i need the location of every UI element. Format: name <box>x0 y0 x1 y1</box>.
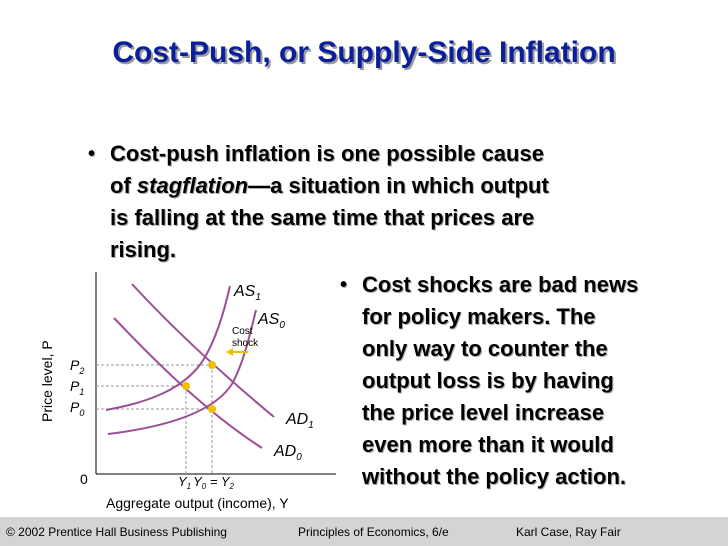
as1-curve <box>105 285 231 411</box>
bullet2-line: for policy makers. The <box>362 304 596 329</box>
p1-label: P1 <box>70 378 84 397</box>
bullet2-line: Cost shocks are bad news <box>362 272 639 297</box>
ad1-curve <box>131 283 275 418</box>
bullet1-line3: is falling at the same time that prices … <box>110 205 535 230</box>
equilibrium-point-p0 <box>208 405 216 413</box>
x-axis-label: Aggregate output (income), Y <box>106 495 289 511</box>
stagflation-term: stagflation <box>136 173 249 198</box>
equilibrium-point-p2 <box>208 361 216 369</box>
cost-shock-arrow <box>226 348 248 356</box>
as0-curve <box>107 309 257 435</box>
as1-label: AS1 <box>233 283 261 303</box>
slide-title: Cost-Push, or Supply-Side Inflation <box>112 36 616 69</box>
bullet2-line: the price level increase <box>362 400 605 425</box>
y-values-label: Y1 Y0 = Y2 <box>178 474 235 491</box>
bullet1-line1: Cost-push inflation is one possible caus… <box>110 141 544 166</box>
equilibrium-point-p1 <box>182 382 190 390</box>
bullet1-line4: rising. <box>110 237 177 262</box>
as-ad-diagram: Price level, P Cost shock AS1 AS0 AD1 AD… <box>39 272 336 511</box>
guide-lines <box>96 364 213 474</box>
bullet-dot: • <box>88 143 96 165</box>
bullet2-line: even more than it would <box>362 432 614 457</box>
footer-bar: © 2002 Prentice Hall Business Publishing… <box>0 517 728 546</box>
origin-label: 0 <box>80 471 88 487</box>
cost-shock-label: Cost <box>232 326 253 337</box>
ad1-label: AD1 <box>285 411 314 431</box>
footer-authors: Karl Case, Ray Fair <box>516 525 621 539</box>
footer-copyright: © 2002 Prentice Hall Business Publishing <box>6 525 227 539</box>
p2-label: P2 <box>70 357 84 376</box>
bullet-dot: • <box>340 274 348 296</box>
cost-shock-label: shock <box>232 338 259 349</box>
as0-label: AS0 <box>257 311 285 331</box>
y-axis-label: Price level, P <box>39 340 55 422</box>
p0-label: P0 <box>70 399 84 418</box>
bullet2-line: only way to counter the <box>362 336 608 361</box>
bullet2-line: without the policy action. <box>362 464 626 489</box>
bullet1-line2: of stagflation—a situation in which outp… <box>110 173 549 198</box>
footer-book: Principles of Economics, 6/e <box>298 525 449 539</box>
ad0-label: AD0 <box>273 443 302 463</box>
bullet2-line: output loss is by having <box>362 368 614 393</box>
